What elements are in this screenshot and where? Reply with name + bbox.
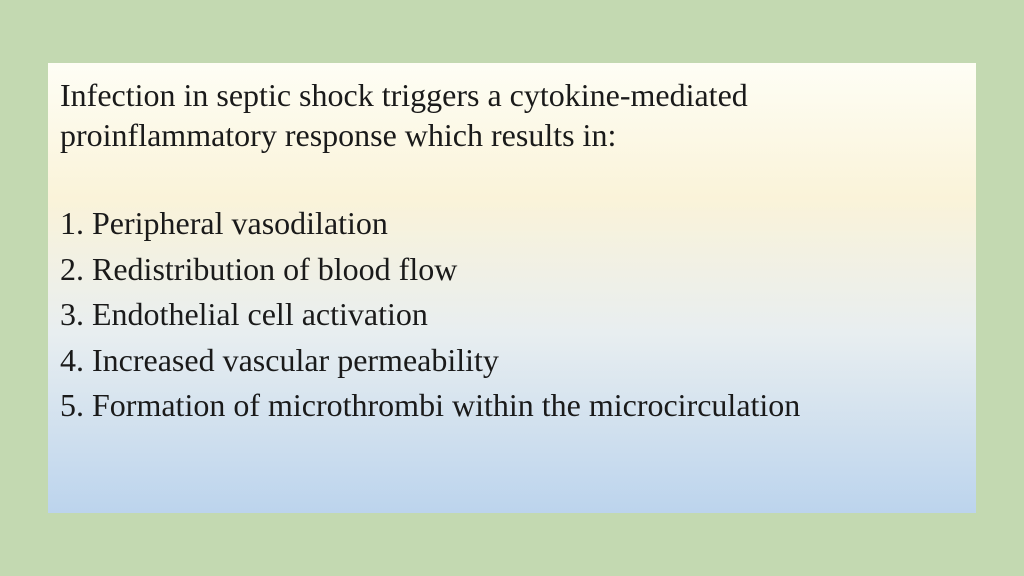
slide-content: Infection in septic shock triggers a cyt… bbox=[48, 63, 976, 513]
list-item: 2. Redistribution of blood flow bbox=[60, 249, 964, 291]
intro-text: Infection in septic shock triggers a cyt… bbox=[60, 75, 964, 155]
list-item: 5. Formation of microthrombi within the … bbox=[60, 385, 964, 427]
list-item: 4. Increased vascular permeability bbox=[60, 340, 964, 382]
list-item: 1. Peripheral vasodilation bbox=[60, 203, 964, 245]
list-item: 3. Endothelial cell activation bbox=[60, 294, 964, 336]
